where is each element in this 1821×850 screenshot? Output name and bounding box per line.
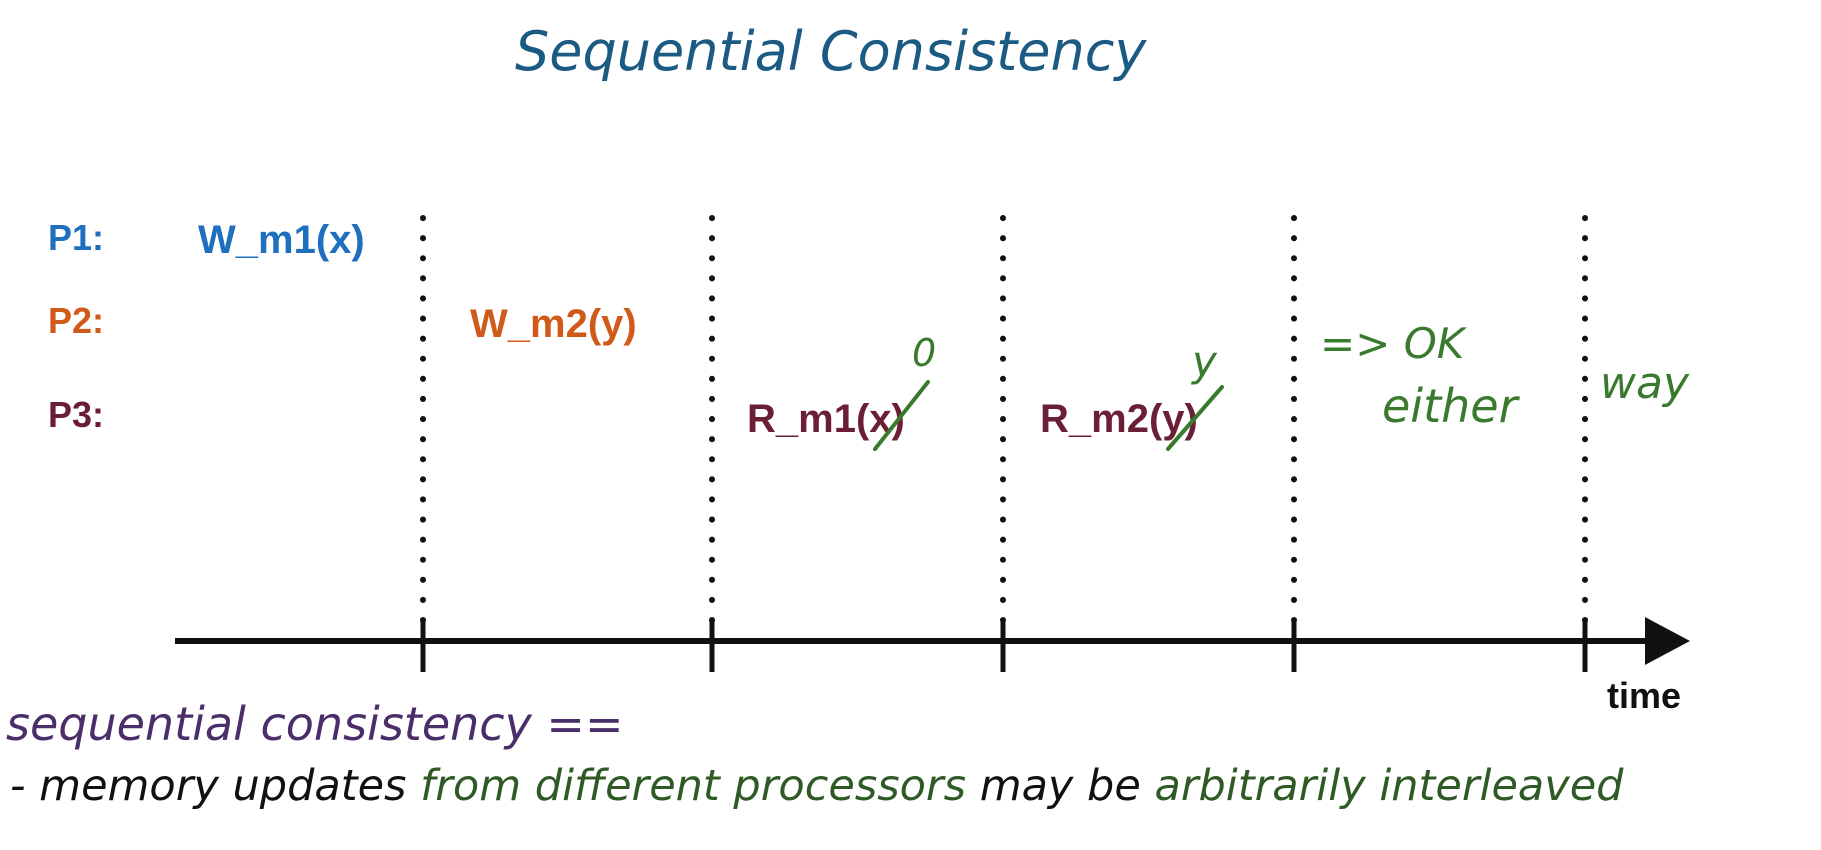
p3-read1-op: R_m1(x) [747, 397, 905, 441]
definition-line: - memory updates from different processo… [10, 761, 1624, 811]
process-label-p2: P2: [48, 300, 104, 341]
p3-read2-value: y [1190, 337, 1218, 386]
p3-read1-prefix: R_m1( [747, 397, 870, 441]
p3-read2-prefix: R_m2( [1040, 397, 1163, 441]
p3-read1-var: x [869, 397, 891, 441]
p3-read1-value: 0 [912, 331, 936, 375]
process-label-p1: P1: [48, 217, 104, 258]
p3-read2-strike [1166, 385, 1224, 451]
definition-bullet: - memory updates [10, 761, 406, 811]
p3-read2-op: R_m2(y) [1040, 397, 1198, 441]
definition-from-processors: from different processors [420, 761, 966, 811]
diagram-title: Sequential Consistency [515, 20, 1147, 83]
note-way: way [1600, 358, 1690, 409]
p2-write-op: W_m2(y) [470, 302, 637, 346]
p3-read2-suffix: ) [1185, 397, 1198, 441]
time-axis-arrowhead-icon [1645, 617, 1690, 665]
time-axis-label: time [1607, 675, 1681, 716]
p3-read1-strike [873, 380, 930, 451]
p1-write-op: W_m1(x) [198, 218, 365, 262]
definition-term: sequential consistency == [6, 697, 624, 751]
time-axis-ticks [420, 618, 1588, 672]
p3-read2-var: y [1162, 397, 1185, 441]
note-either: either [1382, 379, 1521, 433]
definition-interleaved: arbitrarily interleaved [1154, 761, 1624, 811]
definition-may-be: may be [980, 761, 1141, 811]
note-ok: => OK [1320, 319, 1468, 368]
process-label-p3: P3: [48, 394, 104, 435]
